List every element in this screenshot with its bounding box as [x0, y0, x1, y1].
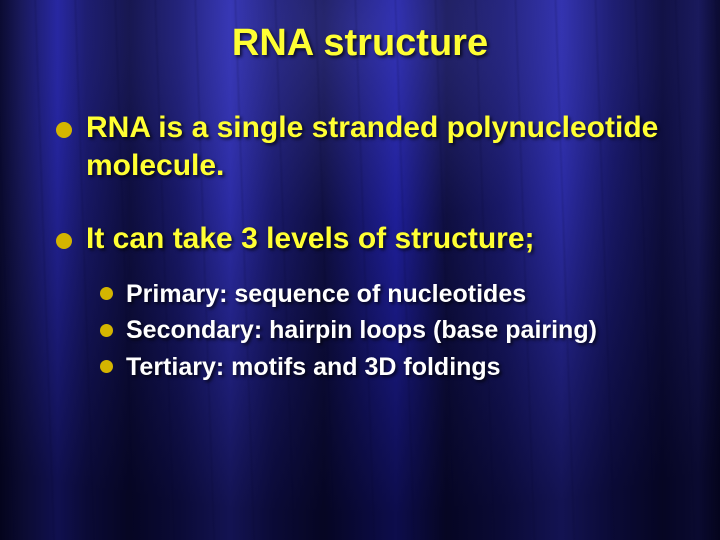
sub-label: Primary:: [126, 280, 227, 308]
bullet-item-2: It can take 3 levels of structure; Prima…: [56, 220, 664, 383]
sub-list: Primary: sequence of nucleotides Seconda…: [100, 278, 664, 384]
sub-rest: motifs and 3D foldings: [224, 353, 500, 381]
sub-label: Tertiary:: [126, 353, 224, 381]
sub-rest: sequence of nucleotides: [227, 280, 526, 308]
sub-rest: hairpin loops (base pairing): [262, 316, 597, 344]
body-list: RNA is a single stranded polynucleotide …: [56, 109, 664, 383]
sub-item-primary: Primary: sequence of nucleotides: [100, 278, 664, 311]
slide: RNA structure RNA is a single stranded p…: [0, 0, 720, 540]
bullet-text: RNA is a single stranded polynucleotide …: [86, 111, 658, 182]
slide-content: RNA structure RNA is a single stranded p…: [0, 0, 720, 383]
sub-item-secondary: Secondary: hairpin loops (base pairing): [100, 314, 664, 347]
slide-title: RNA structure: [56, 22, 664, 65]
bullet-item-1: RNA is a single stranded polynucleotide …: [56, 109, 664, 184]
sub-label: Secondary:: [126, 316, 262, 344]
sub-item-tertiary: Tertiary: motifs and 3D foldings: [100, 351, 664, 384]
bullet-text: It can take 3 levels of structure;: [86, 222, 535, 255]
